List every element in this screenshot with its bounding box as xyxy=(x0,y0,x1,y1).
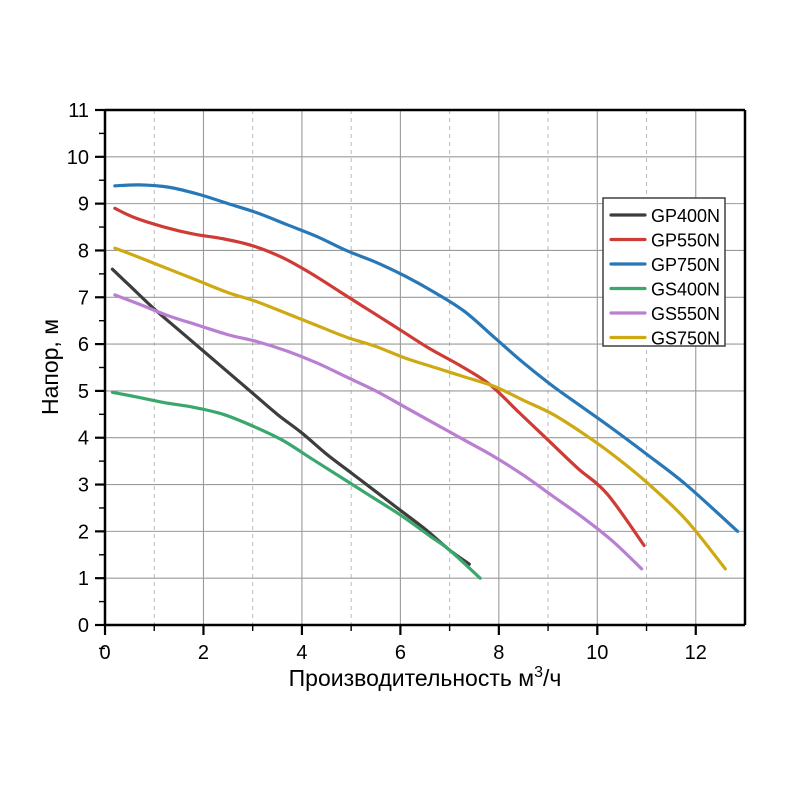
x-tick-label: 4 xyxy=(296,642,307,664)
y-tick-label: 4 xyxy=(78,428,89,450)
legend-entries: GP400N GP550N GP750N GS400N GS550N GS750N xyxy=(609,206,720,349)
series-line-gp400n xyxy=(110,267,471,566)
y-tick-label: 11 xyxy=(68,100,89,122)
y-axis-ticks xyxy=(95,108,105,650)
svg-text:Напор, м: Напор, м xyxy=(37,319,63,415)
x-tick-label: 10 xyxy=(586,642,608,664)
y-tick-label: 8 xyxy=(78,240,89,262)
legend-label-gp550n: GP550N xyxy=(651,231,720,251)
y-tick-label: 9 xyxy=(78,194,89,216)
y-tick-label: 2 xyxy=(78,521,89,543)
series-line-gp550n xyxy=(113,206,646,548)
legend-box xyxy=(602,197,726,347)
y-tick-label: 7 xyxy=(78,287,89,309)
y-tick-label: 5 xyxy=(78,381,89,403)
series-line-gs550n xyxy=(113,293,644,571)
x-axis-tick-labels: 0 2 4 6 8 10 12 xyxy=(99,642,706,664)
y-axis-title: Напор, м xyxy=(37,319,63,415)
series-line-gp750n xyxy=(113,183,740,533)
x-axis-title: Производительность м3/ч xyxy=(289,664,562,691)
y-tick-label: 3 xyxy=(78,475,89,497)
data-series-group xyxy=(110,183,740,580)
y-axis-tick-labels: 0 1 2 3 4 5 6 7 8 9 10 11 xyxy=(67,100,89,637)
legend-label-gp400n: GP400N xyxy=(651,206,720,226)
x-tick-label: 0 xyxy=(99,642,110,664)
y-tick-label: 10 xyxy=(67,147,89,169)
grid-minor-vertical xyxy=(153,110,648,625)
y-tick-label: 0 xyxy=(78,615,89,637)
legend-label-gs550n: GS550N xyxy=(651,304,720,324)
chart-legend: GP400N GP550N GP750N GS400N GS550N GS750N xyxy=(602,197,726,349)
legend-label-gs750n: GS750N xyxy=(651,329,720,349)
x-axis-ticks xyxy=(103,625,697,635)
x-tick-label: 12 xyxy=(685,642,707,664)
svg-text:Производительность м3/ч: Производительность м3/ч xyxy=(289,664,562,691)
series-line-gs750n xyxy=(113,246,727,571)
x-tick-label: 2 xyxy=(198,642,209,664)
x-tick-label: 8 xyxy=(493,642,504,664)
y-tick-label: 6 xyxy=(78,334,89,356)
series-line-gs400n xyxy=(110,390,482,580)
y-tick-label: 1 xyxy=(78,568,89,590)
x-tick-label: 6 xyxy=(395,642,406,664)
legend-label-gs400n: GS400N xyxy=(651,280,720,300)
legend-label-gp750n: GP750N xyxy=(651,255,720,275)
